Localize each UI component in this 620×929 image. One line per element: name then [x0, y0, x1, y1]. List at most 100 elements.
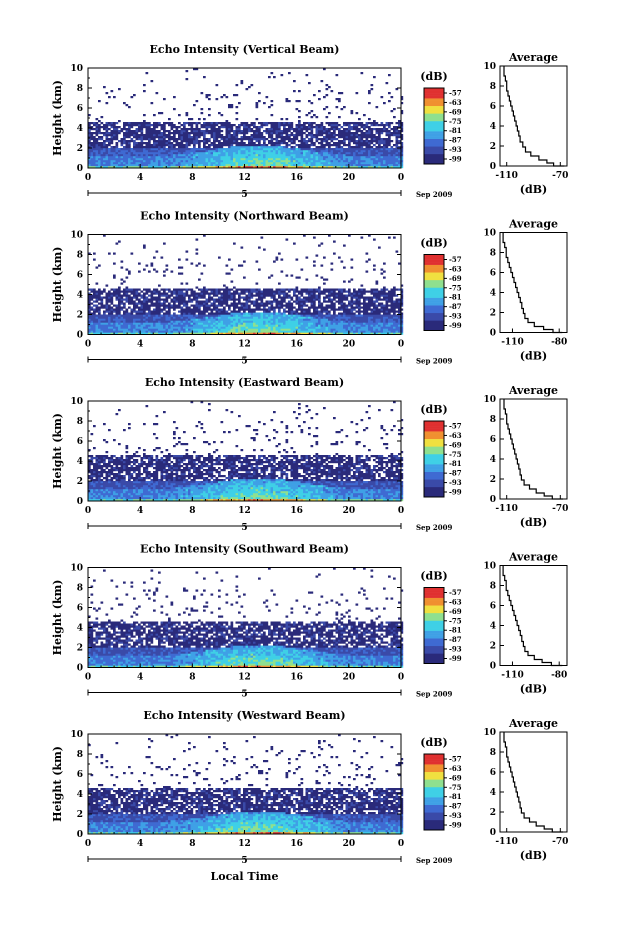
colorbar-tick-label: -63: [449, 597, 462, 606]
date-suffix: Sep 2009: [416, 523, 452, 532]
x-tick-label: 4: [137, 506, 143, 516]
x-tick-label: 4: [137, 839, 143, 849]
colorbar-tick-label: -87: [449, 635, 462, 644]
x-tick-label: 8: [189, 673, 195, 683]
colorbar-tick-label: -87: [449, 136, 462, 145]
colorbar-tick-label: -93: [449, 811, 462, 820]
date-label: 5: [241, 190, 247, 200]
colorbar-tick-label: -57: [449, 89, 462, 98]
y-axis-label: Height (km): [51, 746, 64, 822]
panel-title: Echo Intensity (Vertical Beam): [149, 43, 339, 56]
y-tick-label: 10: [70, 564, 83, 574]
profile-y-tick-label: 4: [490, 289, 496, 299]
profile-x-label: (dB): [520, 683, 547, 696]
profile-y-tick-label: 6: [490, 602, 496, 612]
date-label: 5: [241, 856, 247, 866]
profile-title: Average: [508, 51, 558, 64]
x-tick-label: 0: [85, 173, 91, 183]
profile-title: Average: [508, 717, 558, 730]
profile-x-tick-label: -70: [552, 837, 568, 847]
y-axis-label: Height (km): [51, 580, 64, 656]
y-tick-label: 8: [77, 251, 83, 261]
y-tick-label: 8: [77, 584, 83, 594]
colorbar-tick-label: -69: [449, 440, 462, 449]
colorbar: -57-63-69-75-81-87-93-99: [423, 753, 462, 831]
profile-y-tick-label: 6: [490, 102, 496, 112]
y-tick-label: 2: [77, 644, 83, 654]
heatmap: [88, 567, 404, 668]
colorbar-tick-label: -75: [449, 783, 462, 792]
x-tick-label: 0: [85, 673, 91, 683]
colorbar-tick-label: -99: [449, 654, 462, 663]
panel-title: Echo Intensity (Northward Beam): [140, 210, 349, 223]
panel-3: Echo Intensity (Southward Beam) 0 2 4 6 8 10 0 4…: [51, 543, 568, 700]
profile-y-tick-label: 8: [490, 582, 496, 592]
profile-y-tick-label: 0: [490, 162, 496, 172]
y-tick-label: 2: [77, 477, 83, 487]
profile-y-tick-label: 6: [490, 435, 496, 445]
profile-y-tick-label: 10: [483, 229, 496, 239]
x-axis-label: Local Time: [211, 870, 279, 883]
profile-panel: Average 0 2 4 6 8 10 -110 -70 (dB): [483, 384, 568, 529]
colorbar-tick-label: -87: [449, 302, 462, 311]
colorbar-label: (dB): [420, 570, 447, 583]
y-tick-label: 6: [77, 271, 83, 281]
x-tick-label: 16: [290, 673, 303, 683]
x-tick-label: 0: [398, 173, 404, 183]
heatmap: [88, 68, 404, 169]
x-tick-label: 8: [189, 839, 195, 849]
colorbar-tick-label: -99: [449, 488, 462, 497]
colorbar-tick-label: -57: [449, 422, 462, 431]
colorbar-tick-label: -99: [449, 155, 462, 164]
x-tick-label: 20: [343, 173, 356, 183]
profile-x-tick-label: -110: [501, 671, 524, 681]
profile-y-tick-label: 10: [483, 562, 496, 572]
x-tick-label: 12: [238, 340, 251, 350]
heatmap: [88, 734, 404, 835]
y-tick-label: 0: [77, 331, 83, 341]
y-tick-label: 4: [77, 291, 83, 301]
profile-y-tick-label: 2: [490, 475, 496, 485]
x-tick-label: 20: [343, 506, 356, 516]
date-suffix: Sep 2009: [416, 357, 452, 366]
y-tick-label: 10: [70, 64, 83, 74]
y-tick-label: 0: [77, 164, 83, 174]
colorbar: -57-63-69-75-81-87-93-99: [423, 420, 462, 498]
profile-y-tick-label: 0: [490, 495, 496, 505]
y-tick-label: 6: [77, 770, 83, 780]
x-tick-label: 8: [189, 340, 195, 350]
colorbar-tick-label: -63: [449, 98, 462, 107]
x-tick-label: 20: [343, 340, 356, 350]
colorbar-tick-label: -93: [449, 312, 462, 321]
colorbar-tick-label: -57: [449, 255, 462, 264]
y-tick-label: 8: [77, 750, 83, 760]
colorbar-label: (dB): [420, 70, 447, 83]
panel-title: Echo Intensity (Southward Beam): [140, 543, 349, 556]
y-tick-label: 4: [77, 624, 83, 634]
x-tick-label: 20: [343, 673, 356, 683]
profile-y-tick-label: 2: [490, 642, 496, 652]
colorbar-tick-label: -81: [449, 626, 462, 635]
date-label: 5: [241, 523, 247, 533]
profile-y-tick-label: 4: [490, 455, 496, 465]
colorbar-tick-label: -75: [449, 616, 462, 625]
profile-panel: Average 0 2 4 6 8 10 -110 -80 (dB): [483, 218, 568, 363]
x-tick-label: 12: [238, 673, 251, 683]
x-tick-label: 0: [398, 506, 404, 516]
profile-y-tick-label: 6: [490, 269, 496, 279]
profile-line: [502, 565, 563, 667]
profile-title: Average: [508, 384, 558, 397]
colorbar-label: (dB): [420, 403, 447, 416]
x-tick-label: 20: [343, 839, 356, 849]
y-tick-label: 8: [77, 84, 83, 94]
panel-4: Echo Intensity (Westward Beam) 0 2 4 6 8 10 0 4 8…: [51, 709, 568, 883]
colorbar-tick-label: -81: [449, 792, 462, 801]
colorbar: -57-63-69-75-81-87-93-99: [423, 254, 462, 331]
profile-panel: Average 0 2 4 6 8 10 -110 -80 (dB): [483, 551, 568, 696]
profile-line: [503, 399, 563, 500]
x-tick-label: 4: [137, 673, 143, 683]
colorbar-label: (dB): [420, 237, 447, 250]
y-tick-label: 10: [70, 730, 83, 740]
x-tick-label: 4: [137, 340, 143, 350]
